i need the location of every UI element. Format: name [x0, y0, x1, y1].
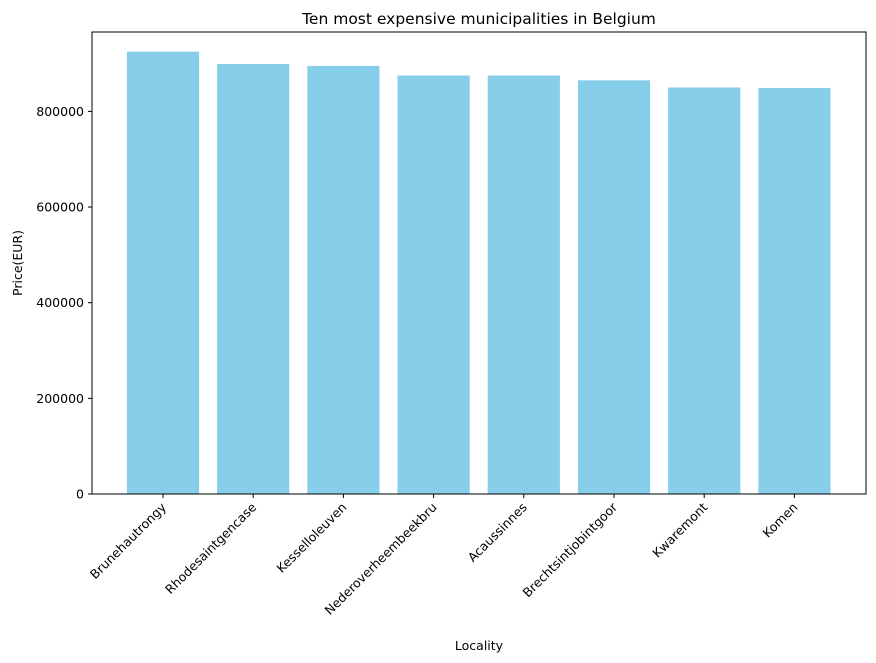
x-tick-label: Rhodesaintgencase: [162, 499, 260, 597]
y-tick-label: 800000: [36, 104, 84, 119]
y-axis-label: Price(EUR): [10, 230, 25, 296]
bar: [126, 51, 200, 494]
y-axis: 0 200000 400000 600000 800000: [36, 104, 92, 502]
bar: [487, 75, 560, 495]
y-tick-label: 400000: [36, 295, 84, 310]
bar: [307, 65, 380, 495]
x-tick-label: Brunehautrongy: [87, 499, 170, 582]
bar: [577, 80, 651, 494]
y-tick-label: 200000: [36, 391, 84, 406]
plot-frame: [91, 31, 867, 495]
bar: [217, 64, 290, 494]
x-tick-label: Kwaremont: [649, 499, 710, 560]
x-tick-label: Acaussinnes: [465, 500, 530, 565]
bars-group: [126, 51, 831, 495]
x-tick-label: Brechtsintjobintgoor: [519, 499, 620, 600]
bar: [668, 87, 741, 494]
x-tick-label: Komen: [759, 500, 800, 541]
bar: [397, 75, 470, 495]
y-tick-label: 600000: [36, 200, 84, 215]
chart-title: Ten most expensive municipalities in Bel…: [301, 10, 656, 28]
y-tick-label: 0: [76, 487, 84, 502]
x-tick-label: Kesselloleuven: [273, 500, 349, 576]
bar: [758, 87, 831, 495]
x-axis-label: Locality: [455, 638, 504, 653]
